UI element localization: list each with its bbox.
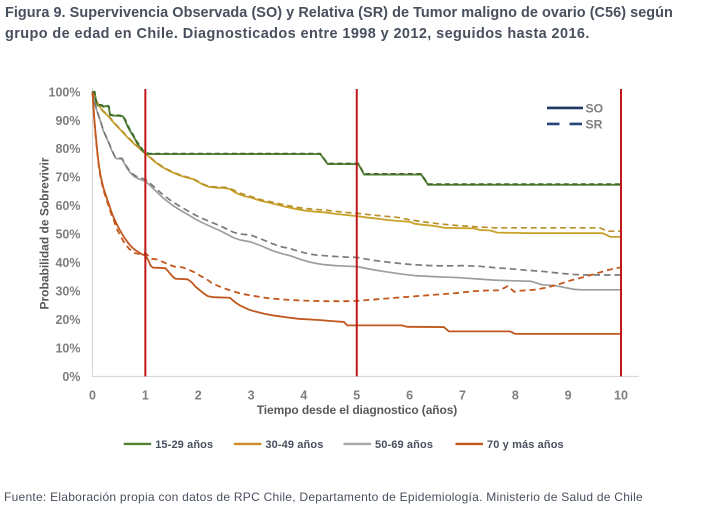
- svg-text:SO: SO: [586, 102, 604, 116]
- svg-text:10%: 10%: [55, 341, 80, 355]
- svg-text:8: 8: [512, 388, 519, 402]
- svg-text:SR: SR: [586, 118, 603, 132]
- svg-text:4: 4: [300, 388, 307, 402]
- svg-text:30%: 30%: [55, 284, 80, 298]
- svg-text:Tiempo desde el diagnostico (a: Tiempo desde el diagnostico (años): [257, 403, 458, 417]
- svg-text:5: 5: [353, 388, 360, 402]
- svg-text:90%: 90%: [55, 114, 80, 128]
- svg-text:0: 0: [89, 388, 96, 402]
- svg-text:100%: 100%: [49, 85, 81, 99]
- svg-text:Probabilidad de Sobrevivir: Probabilidad de Sobrevivir: [38, 157, 52, 309]
- svg-text:1: 1: [142, 388, 149, 402]
- svg-text:3: 3: [248, 388, 255, 402]
- svg-text:80%: 80%: [55, 142, 80, 156]
- svg-text:70%: 70%: [55, 171, 80, 185]
- svg-text:15-29 años: 15-29 años: [155, 439, 213, 451]
- svg-text:50%: 50%: [55, 228, 80, 242]
- svg-text:50-69 años: 50-69 años: [375, 439, 433, 451]
- svg-text:9: 9: [565, 388, 572, 402]
- svg-text:60%: 60%: [55, 199, 80, 213]
- svg-text:40%: 40%: [55, 256, 80, 270]
- svg-text:0%: 0%: [62, 370, 80, 384]
- svg-text:10: 10: [614, 388, 628, 402]
- svg-text:6: 6: [406, 388, 413, 402]
- svg-text:2: 2: [195, 388, 202, 402]
- svg-text:20%: 20%: [55, 313, 80, 327]
- svg-text:30-49 años: 30-49 años: [265, 439, 323, 451]
- svg-text:70 y más años: 70 y más años: [487, 439, 564, 451]
- svg-text:7: 7: [459, 388, 466, 402]
